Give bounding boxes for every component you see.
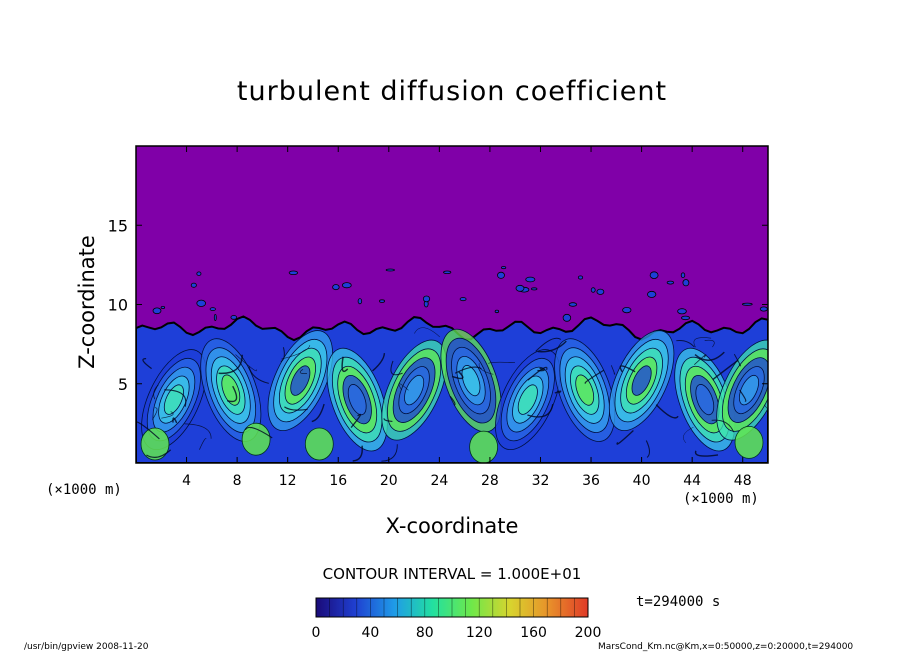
x-tick-label: 20 [380, 473, 398, 489]
upper-blob [680, 272, 686, 279]
upper-blob [459, 297, 467, 302]
upper-blob [596, 288, 605, 295]
colorbar-tick-label: 40 [361, 625, 379, 641]
upper-blob [196, 299, 207, 307]
y-tick-label: 10 [108, 296, 128, 315]
eddy-cell [381, 339, 447, 441]
upper-blob [759, 306, 768, 312]
time-label: t=294000 s [636, 594, 721, 610]
upper-blob [741, 302, 753, 306]
eddy-cell [440, 328, 502, 433]
plot-area [136, 146, 768, 463]
x-tick-label: 40 [633, 473, 651, 489]
upper-blob [378, 299, 385, 303]
upper-blob [622, 306, 632, 314]
y-tick-label: 5 [118, 375, 128, 394]
upper-blob [666, 280, 675, 285]
upper-blob [443, 270, 452, 274]
surface-patch [734, 425, 764, 459]
upper-blob [500, 266, 507, 270]
x-unit-label-left: (×1000 m) [46, 482, 122, 498]
x-unit-label-right: (×1000 m) [683, 491, 759, 507]
colorbar [315, 597, 589, 618]
eddy-cell [200, 338, 262, 442]
upper-blob [515, 284, 525, 292]
eddy-cell [267, 330, 334, 432]
eddy-cell [495, 349, 561, 451]
x-tick-label: 32 [532, 473, 550, 489]
colorbar-frame [315, 597, 589, 618]
upper-blob [525, 276, 536, 283]
upper-blob [213, 313, 217, 321]
footer-left: /usr/bin/gpview 2008-11-20 [24, 642, 149, 652]
colorbar-ticks: 0 40 80 120 160 200 [312, 625, 602, 641]
surface-patch [304, 427, 334, 461]
upper-blob [681, 315, 691, 321]
surface-patch [469, 430, 498, 463]
upper-blob [196, 271, 202, 276]
x-axis-label: X-coordinate [385, 514, 519, 538]
surface-patch [140, 427, 170, 461]
x-tick-label: 44 [683, 473, 701, 489]
upper-blob [590, 287, 596, 293]
x-tick-label: 8 [233, 473, 242, 489]
contour-interval-label: CONTOUR INTERVAL = 1.000E+01 [322, 565, 582, 583]
colorbar-tick-label: 0 [312, 625, 321, 641]
upper-blob [562, 313, 572, 322]
y-axis-ticks: 5 10 15 [108, 216, 768, 394]
upper-blob [682, 279, 690, 287]
upper-blob [385, 268, 395, 272]
x-tick-label: 24 [430, 473, 448, 489]
footer-right: MarsCond_Km.nc@Km,x=0:50000,z=0:20000,t=… [598, 642, 854, 652]
colorbar-tick-label: 120 [466, 625, 493, 641]
y-tick-label: 15 [108, 216, 128, 235]
colorbar-tick-label: 80 [416, 625, 434, 641]
upper-blob [190, 282, 197, 288]
x-tick-label: 16 [329, 473, 347, 489]
colorbar-tick-label: 200 [575, 625, 602, 641]
colorbar-tick-label: 160 [520, 625, 547, 641]
x-axis-ticks: 4 8 12 16 20 24 28 32 36 40 44 48 [182, 146, 752, 489]
x-tick-label: 4 [182, 473, 191, 489]
upper-blob [422, 295, 431, 303]
upper-blob [497, 271, 505, 279]
upper-blob [357, 298, 363, 305]
upper-blob [341, 282, 352, 289]
x-tick-label: 28 [481, 473, 499, 489]
eddy-cell [608, 330, 675, 432]
upper-blob [230, 315, 238, 320]
upper-blob [332, 284, 340, 291]
upper-blob [647, 290, 657, 298]
x-tick-label: 12 [279, 473, 297, 489]
upper-blob [494, 309, 500, 314]
upper-blob [160, 305, 166, 309]
surface-patch [241, 422, 271, 456]
x-tick-label: 36 [582, 473, 600, 489]
x-tick-label: 48 [734, 473, 752, 489]
upper-blob [152, 307, 162, 315]
chart-title: turbulent diffusion coefficient [236, 76, 668, 107]
eddy-cell [554, 338, 616, 442]
y-axis-label: Z-coordinate [75, 235, 99, 369]
upper-blob [577, 275, 584, 280]
upper-blob [677, 308, 687, 315]
upper-blob [649, 271, 659, 280]
eddy-cell [326, 347, 388, 452]
upper-blob [568, 302, 578, 307]
upper-blob [209, 307, 216, 312]
upper-blob [288, 270, 299, 275]
upper-blob [531, 287, 538, 291]
